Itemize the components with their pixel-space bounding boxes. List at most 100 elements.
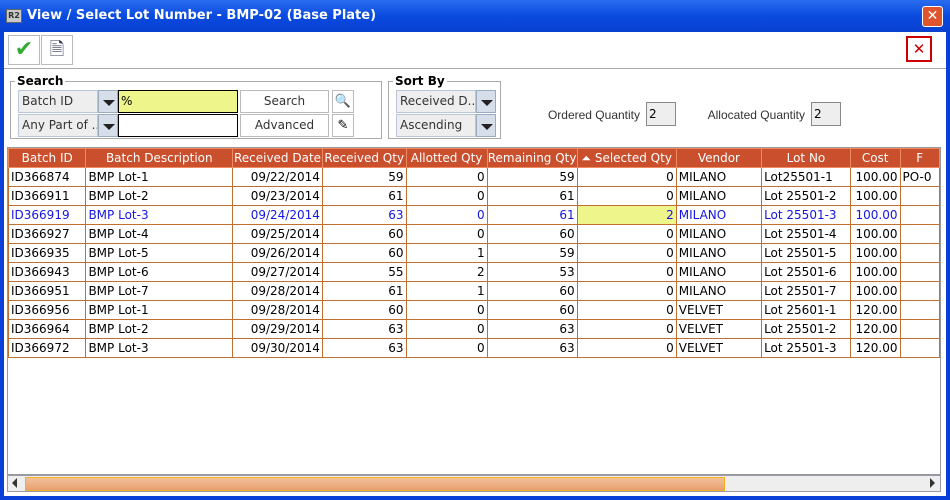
table-cell: BMP Lot-2 (85, 186, 234, 206)
table-cell: 59 (321, 167, 407, 187)
table-cell[interactable]: 0 (576, 186, 677, 206)
table-cell: 2 (405, 262, 488, 282)
search-button[interactable]: Search (240, 90, 329, 113)
table-cell: Lot 25501-6 (761, 262, 851, 282)
column-header-label: Allotted Qty (410, 151, 483, 165)
check-icon[interactable]: ✔ (8, 35, 40, 65)
chevron-down-icon[interactable] (476, 90, 496, 113)
table-cell (899, 300, 940, 320)
close-icon[interactable]: ✕ (906, 36, 932, 62)
table-cell[interactable]: 0 (576, 319, 677, 339)
sort-order-select[interactable]: Ascending (396, 114, 476, 137)
table-cell: ID366972 (8, 338, 87, 358)
column-header[interactable]: Received Qty (321, 148, 407, 168)
table-cell[interactable]: 0 (576, 262, 677, 282)
sort-ascending-icon: ⏶ (581, 150, 595, 165)
table-cell: 63 (321, 338, 407, 358)
column-header[interactable]: F (899, 148, 940, 168)
chevron-down-icon[interactable] (98, 90, 118, 113)
table-cell: BMP Lot-3 (85, 338, 234, 358)
table-cell[interactable]: 0 (576, 167, 677, 187)
table-cell[interactable]: 0 (576, 300, 677, 320)
search-input[interactable]: % (118, 90, 238, 113)
table-cell: MILANO (675, 243, 763, 263)
window-close-button[interactable]: ✕ (922, 6, 943, 27)
advanced-button[interactable]: Advanced (240, 114, 329, 137)
table-cell: VELVET (675, 338, 763, 358)
table-cell: BMP Lot-4 (85, 224, 234, 244)
column-header[interactable]: Cost (849, 148, 901, 168)
table-cell: 09/30/2014 (232, 338, 323, 358)
table-cell[interactable]: 2 (576, 205, 677, 225)
table-cell: Lot 25501-3 (761, 205, 851, 225)
table-cell: 1 (405, 281, 488, 301)
table-cell[interactable]: 0 (576, 281, 677, 301)
table-cell: MILANO (675, 262, 763, 282)
column-header[interactable]: Allotted Qty (405, 148, 488, 168)
title-bar: R2 View / Select Lot Number - BMP-02 (Ba… (0, 0, 950, 32)
table-row[interactable]: ID366943 BMP Lot-6 09/27/2014 55 2 53 0 MILANO L… (8, 262, 940, 282)
sort-field-select[interactable]: Received D... (396, 90, 476, 113)
table-cell: 100.00 (849, 205, 901, 225)
table-cell: BMP Lot-2 (85, 319, 234, 339)
scroll-left-icon[interactable] (12, 478, 17, 488)
table-cell: ID366964 (8, 319, 87, 339)
column-header[interactable]: Remaining Qty (486, 148, 578, 168)
column-header[interactable]: Batch ID (8, 148, 87, 168)
column-header[interactable]: Batch Description (85, 148, 234, 168)
column-header-label: Vendor (697, 151, 740, 165)
match-type-select[interactable]: Any Part of ... (18, 114, 98, 137)
table-cell: 0 (405, 338, 488, 358)
table-cell: ID366935 (8, 243, 87, 263)
table-row[interactable]: ID366927 BMP Lot-4 09/25/2014 60 0 60 0 MILANO L… (8, 224, 940, 244)
allocated-quantity-label: Allocated Quantity (707, 108, 805, 122)
table-cell: 0 (405, 186, 488, 206)
table-row[interactable]: ID366911 BMP Lot-2 09/23/2014 61 0 61 0 MILANO L… (8, 186, 940, 206)
magnifier-icon[interactable]: 🔍 (332, 90, 354, 113)
column-header-label: Received Qty (324, 151, 405, 165)
scroll-right-icon[interactable] (930, 478, 935, 488)
table-row[interactable]: ID366972 BMP Lot-3 09/30/2014 63 0 63 0 VELVET L… (8, 338, 940, 358)
column-header[interactable]: Lot No (761, 148, 851, 168)
table-row[interactable]: ID366935 BMP Lot-5 09/26/2014 60 1 59 0 MILANO L… (8, 243, 940, 263)
table-cell: MILANO (675, 186, 763, 206)
table-row[interactable]: ID366919 BMP Lot-3 09/24/2014 63 0 61 2 MILANO L… (8, 205, 940, 225)
document-icon[interactable]: 🗎 (41, 35, 73, 65)
table-cell: 0 (405, 300, 488, 320)
column-header[interactable]: Vendor (675, 148, 763, 168)
table-row[interactable]: ID366951 BMP Lot-7 09/28/2014 61 1 60 0 MILANO L… (8, 281, 940, 301)
chevron-down-icon[interactable] (476, 114, 496, 137)
search-legend: Search (17, 74, 64, 88)
table-cell[interactable]: 0 (576, 338, 677, 358)
table-cell: 63 (486, 338, 578, 358)
table-cell: 09/23/2014 (232, 186, 323, 206)
horizontal-scrollbar[interactable] (7, 475, 941, 492)
table-cell: 09/27/2014 (232, 262, 323, 282)
table-row[interactable]: ID366964 BMP Lot-2 09/29/2014 63 0 63 0 VELVET L… (8, 319, 940, 339)
column-header[interactable]: ⏶ Selected Qty (576, 148, 677, 168)
scrollbar-thumb[interactable] (25, 477, 725, 491)
table-cell: MILANO (675, 167, 763, 187)
table-cell (899, 224, 940, 244)
table-cell: 60 (321, 224, 407, 244)
column-header[interactable]: Received Date (232, 148, 323, 168)
advanced-search-icon[interactable]: ✎ (332, 114, 354, 137)
toolbar-divider (4, 68, 946, 69)
search-field-select[interactable]: Batch ID (18, 90, 98, 113)
search-input-2[interactable] (118, 114, 238, 137)
table-cell: 61 (321, 186, 407, 206)
table-cell[interactable]: 0 (576, 224, 677, 244)
table-cell: 60 (321, 243, 407, 263)
table-cell: MILANO (675, 281, 763, 301)
table-cell: ID366911 (8, 186, 87, 206)
table-row[interactable]: ID366956 BMP Lot-1 09/28/2014 60 0 60 0 VELVET L… (8, 300, 940, 320)
table-cell (899, 338, 940, 358)
table-row[interactable]: ID366874 BMP Lot-1 09/22/2014 59 0 59 0 MILANO L… (8, 167, 940, 187)
chevron-down-icon[interactable] (98, 114, 118, 137)
table-cell: BMP Lot-3 (85, 205, 234, 225)
table-cell[interactable]: 0 (576, 243, 677, 263)
table-cell: 60 (486, 281, 578, 301)
column-header-label: Received Date (233, 151, 322, 165)
table-cell: ID366927 (8, 224, 87, 244)
table-cell: 120.00 (849, 300, 901, 320)
